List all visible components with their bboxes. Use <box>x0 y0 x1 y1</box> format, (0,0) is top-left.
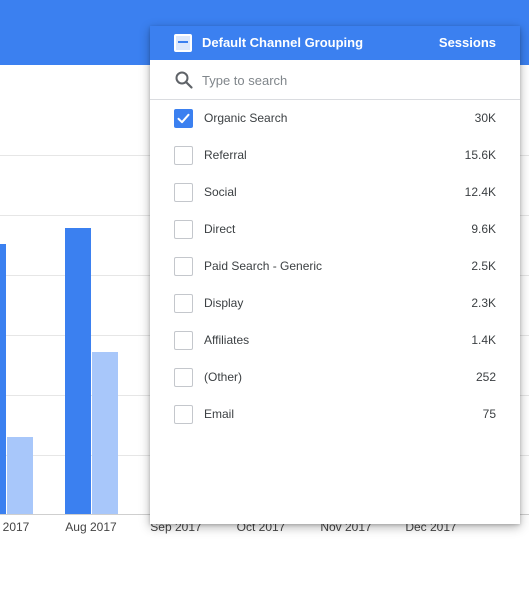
item-label: Direct <box>204 222 236 236</box>
list-item[interactable]: Email 75 <box>150 396 520 433</box>
check-icon <box>177 113 190 124</box>
checkbox[interactable] <box>174 331 193 350</box>
filter-dropdown-panel: Default Channel Grouping Sessions Organi… <box>150 26 520 524</box>
item-label: Display <box>204 296 244 310</box>
list-item[interactable]: Direct 9.6K <box>150 211 520 248</box>
checkbox[interactable] <box>174 109 193 128</box>
item-label: Affiliates <box>204 333 250 347</box>
item-value: 75 <box>482 407 496 421</box>
bar-jul-series-2[interactable] <box>7 437 33 514</box>
filter-header: Default Channel Grouping Sessions <box>150 26 520 60</box>
x-tick-label: Aug 2017 <box>65 520 117 534</box>
item-value: 9.6K <box>471 222 496 236</box>
checkbox[interactable] <box>174 405 193 424</box>
item-value: 2.5K <box>471 259 496 273</box>
select-all-checkbox[interactable] <box>174 34 192 52</box>
bar-aug-series-2[interactable] <box>92 352 118 514</box>
checkbox[interactable] <box>174 220 193 239</box>
options-list: Organic Search 30K Referral 15.6K Social 12.4… <box>150 100 520 433</box>
search-icon <box>174 70 194 90</box>
item-value: 30K <box>474 111 496 125</box>
x-tick-label: 2017 <box>2 520 30 534</box>
search-row <box>150 60 520 100</box>
item-label: Social <box>204 185 237 199</box>
item-label: Email <box>204 407 235 421</box>
dimension-label[interactable]: Default Channel Grouping <box>202 35 364 50</box>
checkbox[interactable] <box>174 146 193 165</box>
list-item[interactable]: Referral 15.6K <box>150 137 520 174</box>
item-value: 1.4K <box>471 333 496 347</box>
item-value: 252 <box>475 370 496 384</box>
item-value: 15.6K <box>464 148 496 162</box>
item-value: 12.4K <box>464 185 496 199</box>
bar-aug-series-1[interactable] <box>65 228 91 514</box>
metric-label[interactable]: Sessions <box>438 35 496 50</box>
list-item[interactable]: Social 12.4K <box>150 174 520 211</box>
item-label: Organic Search <box>204 111 288 125</box>
bar-jul-series-1[interactable] <box>0 244 6 514</box>
list-item[interactable]: Affiliates 1.4K <box>150 322 520 359</box>
checkbox[interactable] <box>174 368 193 387</box>
item-label: (Other) <box>204 370 243 384</box>
search-input[interactable] <box>202 70 482 90</box>
list-item[interactable]: Organic Search 30K <box>150 100 520 137</box>
list-item[interactable]: Display 2.3K <box>150 285 520 322</box>
list-item[interactable]: Paid Search - Generic 2.5K <box>150 248 520 285</box>
checkbox[interactable] <box>174 294 193 313</box>
checkbox[interactable] <box>174 183 193 202</box>
item-value: 2.3K <box>471 296 496 310</box>
item-label: Paid Search - Generic <box>204 259 323 273</box>
item-label: Referral <box>204 148 247 162</box>
checkbox[interactable] <box>174 257 193 276</box>
list-item[interactable]: (Other) 252 <box>150 359 520 396</box>
